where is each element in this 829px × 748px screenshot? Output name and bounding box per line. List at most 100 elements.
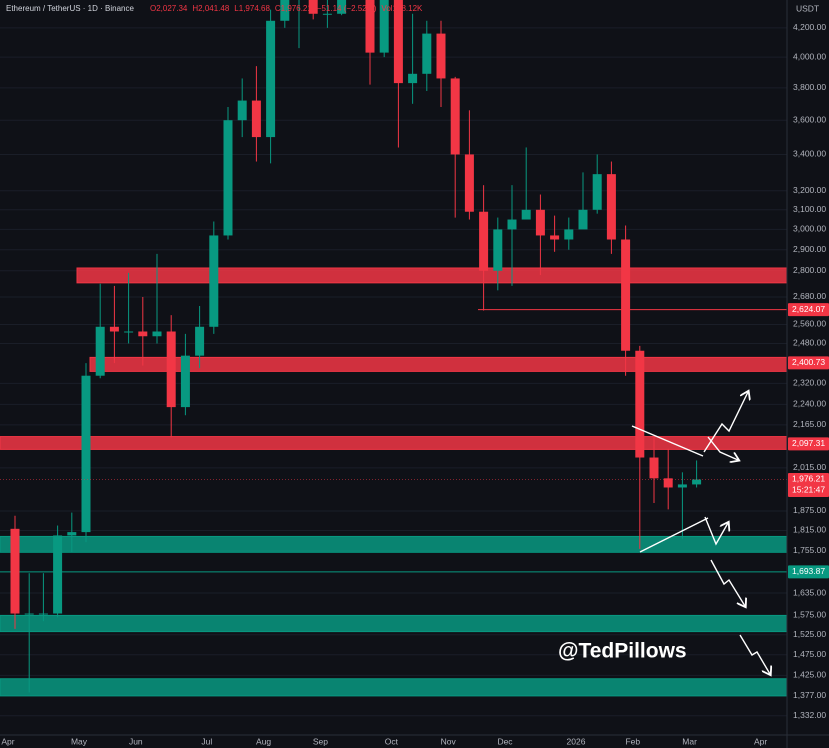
y-tick-label: 2,320.00: [793, 378, 826, 388]
plot-area: [0, 0, 787, 717]
watermark: @TedPillows: [558, 640, 687, 663]
countdown: 15:21:47: [792, 485, 825, 495]
candle-body: [677, 484, 687, 488]
candle-body: [507, 219, 517, 230]
candle-body: [535, 209, 545, 236]
x-tick-label: Feb: [625, 736, 640, 746]
x-tick-label: Nov: [441, 736, 457, 746]
candle-body: [266, 20, 276, 138]
x-tick-label: Jun: [129, 736, 143, 746]
candle-body: [635, 350, 645, 458]
candle-body: [337, 0, 347, 14]
candle-body: [479, 211, 489, 271]
candle-body: [450, 78, 460, 155]
y-tick-label: 2,480.00: [793, 338, 826, 348]
candle-body: [280, 0, 290, 21]
candle-body: [38, 613, 48, 615]
currency: USDT: [796, 3, 819, 13]
price-tag: [788, 356, 829, 370]
y-tick-label: 2,800.00: [793, 265, 826, 275]
candle-body: [379, 0, 389, 53]
candle-body: [109, 326, 119, 332]
x-tick-label: Apr: [754, 736, 767, 746]
candle-body: [166, 331, 176, 408]
y-tick-label: 2,680.00: [793, 291, 826, 301]
candle-body: [322, 13, 332, 15]
y-tick-label: 1,875.00: [793, 505, 826, 515]
arrow: [704, 516, 728, 546]
candle-body: [365, 0, 375, 53]
y-tick-label: 2,015.00: [793, 462, 826, 472]
arrow: [707, 436, 738, 460]
candle-body: [606, 174, 616, 240]
y-tick-label: 3,400.00: [793, 149, 826, 159]
candle-body: [550, 235, 560, 240]
y-tick-label: 3,100.00: [793, 204, 826, 214]
zone: [89, 356, 787, 372]
zone: [0, 678, 787, 697]
zone: [0, 614, 787, 633]
y-tick-label: 1,575.00: [793, 610, 826, 620]
candle-body: [81, 375, 91, 533]
x-tick-label: Mar: [682, 736, 697, 746]
y-tick-label: 3,600.00: [793, 114, 826, 124]
candle-body: [692, 479, 702, 485]
arrow: [739, 634, 770, 674]
y-tick-label: 2,240.00: [793, 399, 826, 409]
candle-body: [564, 229, 574, 240]
y-tick-label: 1,635.00: [793, 587, 826, 597]
candle-body: [24, 613, 34, 615]
price-tag-label: 2,400.73: [792, 357, 825, 367]
arrow: [710, 559, 745, 606]
price-tag-label: 2,624.07: [792, 304, 825, 314]
y-tick-label: 1,525.00: [793, 629, 826, 639]
candle-body: [251, 100, 261, 138]
candle-body: [223, 120, 233, 236]
candle-body: [53, 535, 63, 614]
y-tick-label: 3,200.00: [793, 185, 826, 195]
y-tick-label: 4,200.00: [793, 22, 826, 32]
symbol: Ethereum / TetherUS · 1D · Binance: [6, 4, 134, 13]
candle-body: [663, 478, 673, 488]
y-tick-label: 1,332.00: [793, 710, 826, 720]
zone: [0, 436, 787, 450]
candle-body: [493, 229, 503, 271]
price-tag-label: 2,097.31: [792, 438, 825, 448]
candle-body: [237, 100, 247, 121]
x-tick-label: Jul: [201, 736, 212, 746]
candle-body: [521, 209, 531, 220]
ohlc-value: O2,027.34: [150, 4, 188, 13]
price-tag: [788, 303, 829, 317]
y-tick-label: 3,800.00: [793, 82, 826, 92]
ohlc-value: L1,974.68: [234, 4, 270, 13]
y-tick-label: 2,560.00: [793, 319, 826, 329]
candle-body: [152, 331, 162, 337]
candle-body: [408, 73, 418, 84]
x-tick-label: May: [71, 736, 88, 746]
zone: [0, 535, 787, 553]
candle-body: [621, 239, 631, 351]
annotations: [631, 392, 770, 674]
price-tag-label: 1,976.21: [792, 474, 825, 484]
candle-body: [95, 326, 105, 376]
x-tick-label: Oct: [385, 736, 399, 746]
x-tick-label: 2026: [567, 736, 586, 746]
ohlc-value: H2,041.48: [192, 4, 229, 13]
trend-line: [631, 425, 704, 457]
y-tick-label: 2,165.00: [793, 419, 826, 429]
candle-body: [209, 235, 219, 327]
y-tick-label: 1,475.00: [793, 649, 826, 659]
candle-body: [422, 33, 432, 74]
candle-body: [649, 457, 659, 479]
zone: [76, 267, 787, 284]
candle-body: [578, 209, 588, 230]
arrow: [703, 392, 748, 453]
candle-body: [138, 331, 148, 337]
y-tick-label: 2,900.00: [793, 244, 826, 254]
candle-body: [464, 154, 474, 212]
price-tag-label: 1,693.87: [792, 566, 825, 576]
x-tick-label: Aug: [256, 736, 271, 746]
